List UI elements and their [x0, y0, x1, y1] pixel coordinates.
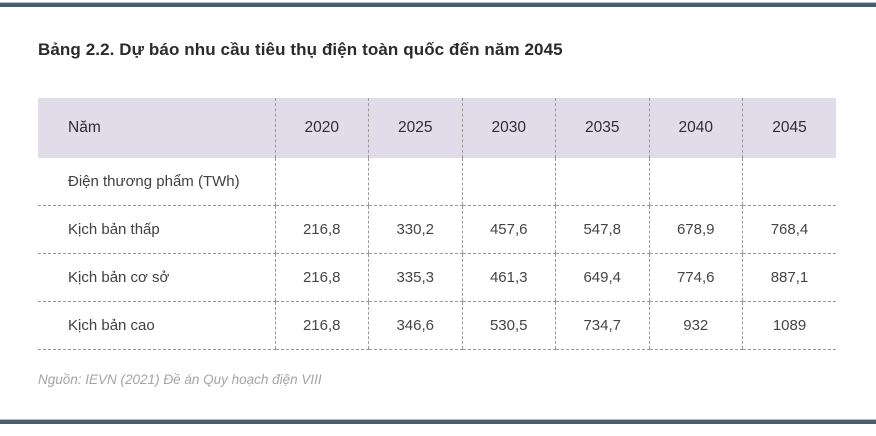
cell-value: 216,8 [274, 205, 369, 254]
cell-value [274, 158, 369, 206]
row-label: Kịch bản cơ sở [38, 253, 275, 302]
row-label: Điện thương phẩm (TWh) [38, 158, 275, 206]
cell-value: 678,9 [648, 205, 743, 254]
table-caption: Bảng 2.2. Dự báo nhu cầu tiêu thụ điện t… [38, 40, 563, 59]
header-row: Năm 2020 2025 2030 2035 2040 2045 [38, 98, 836, 158]
header-cell-2020: 2020 [274, 98, 369, 158]
cell-value: 216,8 [274, 301, 369, 350]
cell-value: 734,7 [555, 301, 649, 350]
cell-value: 649,4 [555, 253, 649, 302]
cell-value: 547,8 [555, 205, 649, 254]
cell-value: 461,3 [461, 253, 556, 302]
header-cell-2025: 2025 [368, 98, 462, 158]
header-cell-2045: 2045 [742, 98, 836, 158]
table-row-kich-ban-cao: Kịch bản cao 216,8 346,6 530,5 734,7 932… [38, 301, 836, 350]
bottom-rule-bar [0, 419, 876, 424]
cell-value [742, 158, 836, 206]
cell-value [555, 158, 649, 206]
cell-value: 335,3 [368, 253, 462, 302]
table-row-kich-ban-co-so: Kịch bản cơ sở 216,8 335,3 461,3 649,4 7… [38, 253, 836, 302]
cell-value: 530,5 [461, 301, 556, 350]
table-header: Năm 2020 2025 2030 2035 2040 2045 [38, 98, 836, 158]
header-cell-2030: 2030 [461, 98, 556, 158]
cell-value [461, 158, 556, 206]
cell-value: 768,4 [742, 205, 836, 254]
table-row-dien-thuong-pham: Điện thương phẩm (TWh) [38, 158, 836, 206]
cell-value: 216,8 [274, 253, 369, 302]
cell-value: 932 [648, 301, 743, 350]
table-body: Điện thương phẩm (TWh) Kịch bản thấp 216… [38, 158, 836, 350]
cell-value: 887,1 [742, 253, 836, 302]
row-label: Kịch bản cao [38, 301, 275, 350]
forecast-table: Năm 2020 2025 2030 2035 2040 2045 Điện t… [38, 98, 836, 350]
cell-value [368, 158, 462, 206]
cell-value: 1089 [742, 301, 836, 350]
cell-value: 330,2 [368, 205, 462, 254]
header-cell-nam: Năm [38, 98, 275, 158]
cell-value: 457,6 [461, 205, 556, 254]
cell-value: 774,6 [648, 253, 743, 302]
cell-value [648, 158, 743, 206]
cell-value: 346,6 [368, 301, 462, 350]
header-cell-2040: 2040 [648, 98, 743, 158]
row-label: Kịch bản thấp [38, 205, 275, 254]
table-row-kich-ban-thap: Kịch bản thấp 216,8 330,2 457,6 547,8 67… [38, 205, 836, 254]
top-rule-bar [0, 2, 876, 7]
header-cell-2035: 2035 [555, 98, 649, 158]
source-note: Nguồn: IEVN (2021) Đề án Quy hoạch điện … [38, 372, 322, 387]
